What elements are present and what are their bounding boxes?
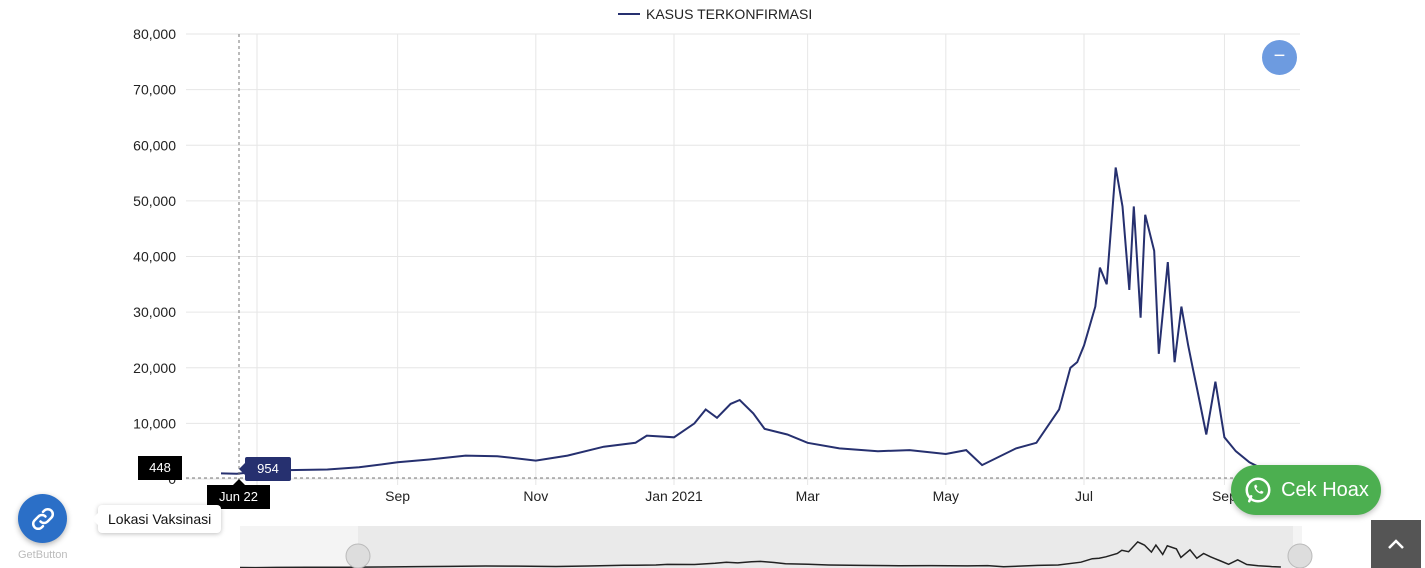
cek-hoax-button[interactable]: Cek Hoax [1231, 465, 1381, 515]
x-tick-label: Jan 2021 [645, 488, 703, 504]
chevron-up-icon [1388, 539, 1404, 549]
x-tick-label: Mar [796, 488, 820, 504]
cek-hoax-label: Cek Hoax [1281, 478, 1369, 501]
x-tick-label: Sep [1212, 488, 1237, 504]
getbutton-fab[interactable] [18, 494, 67, 543]
zoom-out-button[interactable]: − [1262, 40, 1297, 75]
navigator-left-handle[interactable] [345, 543, 371, 568]
y-tick-label: 70,000 [133, 82, 176, 98]
x-tick-label: Nov [523, 488, 548, 504]
y-tick-label: 80,000 [133, 26, 176, 42]
series-line-kasus-terkonfirmasi [220, 167, 1259, 475]
y-tick-label: 40,000 [133, 249, 176, 265]
whatsapp-icon [1245, 477, 1271, 503]
link-icon [31, 507, 54, 530]
x-tick-label: Jul [1075, 488, 1093, 504]
legend[interactable]: KASUS TERKONFIRMASI [618, 6, 812, 22]
x-axis: Sep Nov Jan 2021 Mar May Jul Sep [385, 488, 1237, 504]
lokasi-vaksinasi-label[interactable]: Lokasi Vaksinasi [91, 505, 222, 533]
y-tick-label: 30,000 [133, 304, 176, 320]
y-tick-label: 60,000 [133, 137, 176, 153]
navigator-selection [358, 526, 1293, 568]
y-tick-label: 20,000 [133, 360, 176, 376]
tooltip-value: 954 [239, 457, 291, 481]
grid-lines [186, 33, 1300, 485]
navigator-series-line [239, 540, 1281, 568]
x-tick-label: May [933, 488, 959, 504]
legend-swatch [618, 13, 640, 15]
navigator-right-handle[interactable] [1287, 543, 1313, 568]
y-axis: 80,000 70,000 60,000 50,000 40,000 30,000 20,0… [133, 26, 176, 487]
minus-icon: − [1273, 45, 1286, 67]
x-tick-label: Sep [385, 488, 410, 504]
legend-label: KASUS TERKONFIRMASI [646, 6, 813, 22]
crosshair-y-label: 448 [138, 456, 182, 480]
y-tick-label: 50,000 [133, 193, 176, 209]
y-tick-label: 10,000 [133, 415, 176, 431]
getbutton-brand: GetButton [18, 549, 68, 561]
back-to-top-button[interactable] [1371, 520, 1421, 568]
